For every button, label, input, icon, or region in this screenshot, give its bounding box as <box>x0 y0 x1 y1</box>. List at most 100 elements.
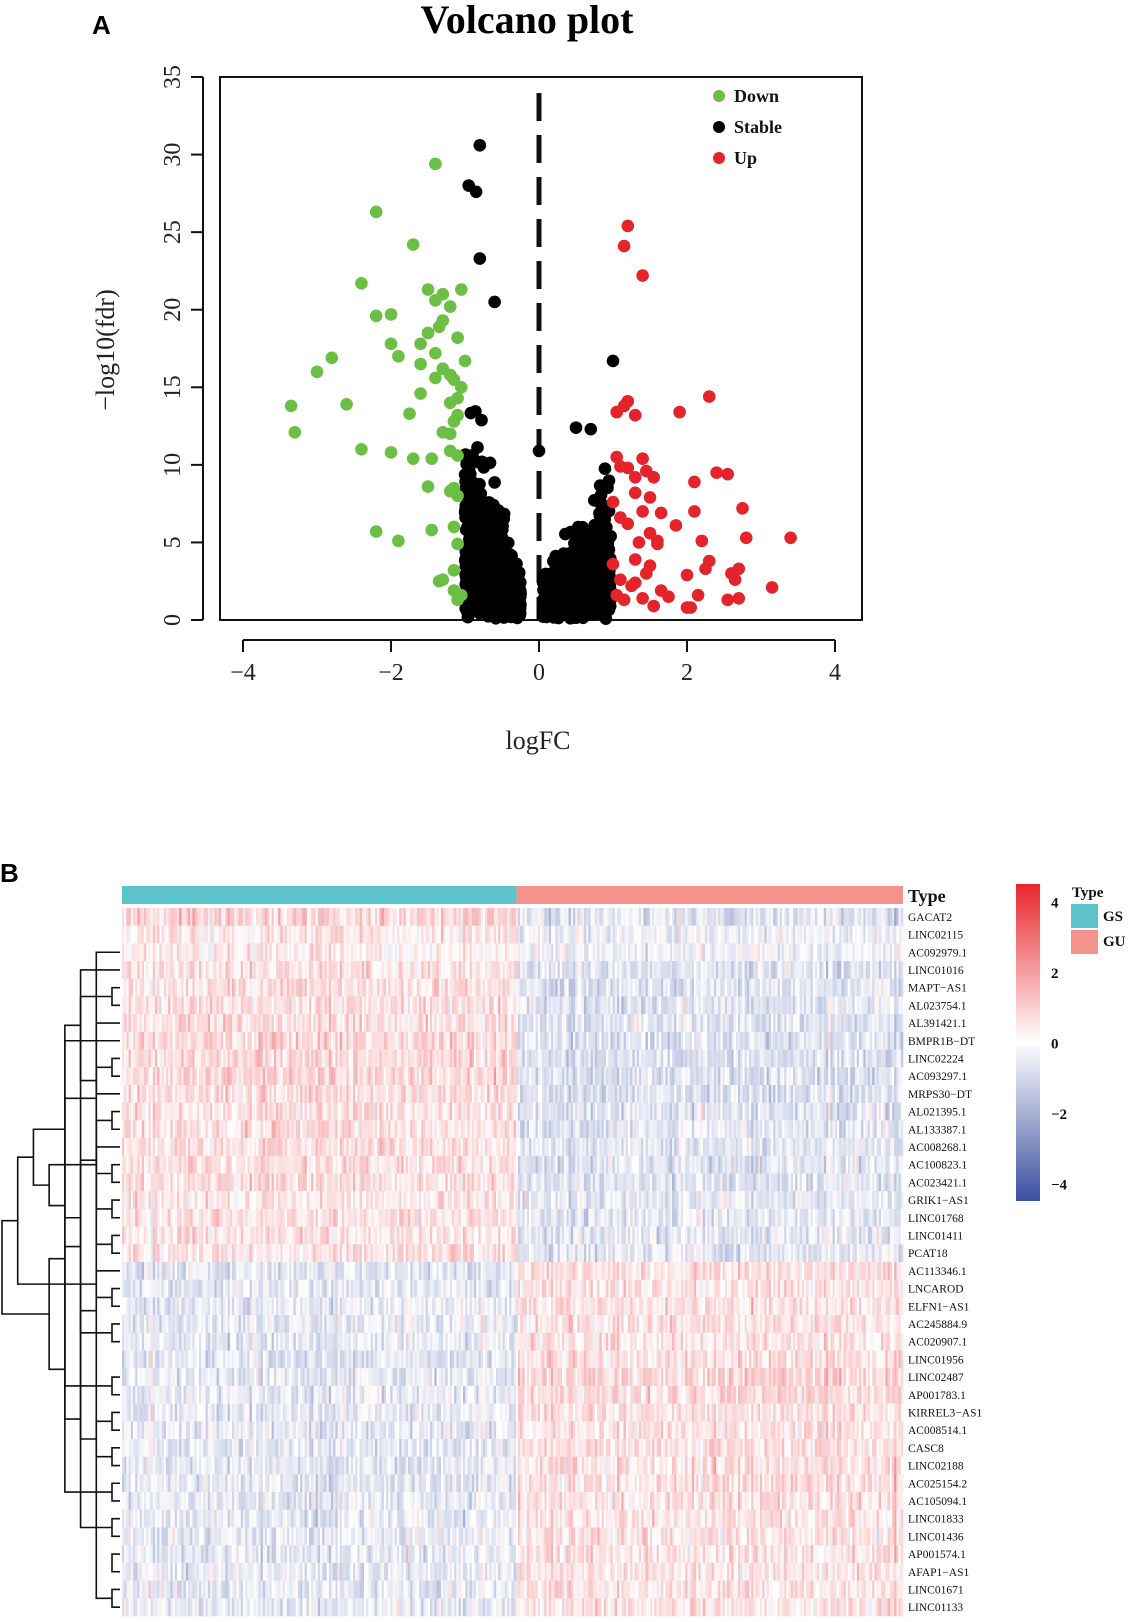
heatmap-cell <box>463 1067 466 1086</box>
heatmap-cell <box>867 978 871 997</box>
heatmap-cell <box>535 996 539 1015</box>
heatmap-cell <box>540 1049 543 1068</box>
heatmap-cell <box>865 925 869 944</box>
heatmap-cell <box>489 1067 492 1086</box>
heatmap-cell <box>509 925 512 944</box>
heatmap-cell <box>471 943 475 962</box>
heatmap-cell <box>243 943 246 962</box>
heatmap-cell <box>269 1067 272 1086</box>
heatmap-cell <box>663 996 666 1015</box>
heatmap-cell <box>845 978 849 997</box>
heatmap-cell <box>689 1049 693 1068</box>
heatmap-cell <box>425 1067 429 1086</box>
heatmap-cell <box>394 996 398 1015</box>
heatmap-cell <box>449 908 453 926</box>
heatmap-cell <box>751 1014 754 1033</box>
heatmap-cell <box>762 908 765 926</box>
heatmap-cell <box>650 943 653 962</box>
heatmap-cell <box>163 1067 167 1086</box>
heatmap-cell <box>245 925 248 944</box>
y-tick-label: 5 <box>160 536 186 548</box>
heatmap-cell <box>262 996 266 1015</box>
heatmap-cell <box>788 996 792 1015</box>
heatmap-cell <box>632 908 635 926</box>
y-tick-label: 30 <box>160 143 186 167</box>
heatmap-cell <box>865 1014 869 1033</box>
heatmap-cell <box>504 908 508 926</box>
heatmap-cell <box>159 1049 162 1068</box>
heatmap-cell <box>722 925 726 944</box>
heatmap-cell <box>709 1014 712 1033</box>
heatmap-cell <box>166 961 169 980</box>
heatmap-cell <box>381 978 385 997</box>
heatmap-cell <box>170 943 173 962</box>
stable-point <box>596 586 609 600</box>
heatmap-cell <box>669 1049 673 1068</box>
heatmap-cell <box>793 1049 796 1068</box>
heatmap-cell <box>425 1014 429 1033</box>
heatmap-cell <box>443 978 446 997</box>
heatmap-cell <box>414 978 418 997</box>
heatmap-cell <box>515 978 519 997</box>
heatmap-cell <box>599 978 602 997</box>
heatmap-cell <box>841 908 844 926</box>
heatmap-cell <box>601 1031 605 1050</box>
heatmap-cell <box>216 1014 220 1033</box>
heatmap-cell <box>139 908 143 926</box>
heatmap-cell <box>498 961 501 980</box>
heatmap-cell <box>284 1049 288 1068</box>
heatmap-cell <box>372 1031 376 1050</box>
heatmap-cell <box>271 908 275 926</box>
heatmap-cell <box>729 978 732 997</box>
heatmap-cell <box>403 1014 407 1033</box>
heatmap-cell <box>159 1067 162 1086</box>
heatmap-cell <box>423 996 426 1015</box>
heatmap-cell <box>887 996 891 1015</box>
heatmap-cell <box>771 925 774 944</box>
heatmap-cell <box>177 961 180 980</box>
heatmap-cell <box>619 925 622 944</box>
heatmap-cell <box>645 978 649 997</box>
heatmap-cell <box>702 943 706 962</box>
heatmap-cell <box>249 961 253 980</box>
heatmap-cell <box>799 1031 803 1050</box>
heatmap-cell <box>414 943 418 962</box>
heatmap-cell <box>641 908 644 926</box>
heatmap-cell <box>540 978 543 997</box>
heatmap-cell <box>357 925 360 944</box>
heatmap-cell <box>751 925 754 944</box>
down-point <box>406 452 420 465</box>
heatmap-cell <box>782 961 785 980</box>
heatmap-cell <box>793 961 796 980</box>
heatmap-cell <box>390 996 393 1015</box>
heatmap-cell <box>172 996 176 1015</box>
down-point <box>432 320 446 334</box>
heatmap-cell <box>324 908 327 926</box>
heatmap-cell <box>482 1067 486 1086</box>
heatmap-cell <box>313 908 316 926</box>
heatmap-cell <box>214 978 217 997</box>
heatmap-cell <box>152 1031 156 1050</box>
heatmap-cell <box>872 1031 875 1050</box>
heatmap-cell <box>212 1049 215 1068</box>
heatmap-cell <box>493 978 497 997</box>
heatmap-cell <box>515 925 519 944</box>
heatmap-cell <box>744 1031 748 1050</box>
heatmap-cell <box>218 908 222 926</box>
stable-point <box>559 527 572 541</box>
heatmap-cell <box>654 1049 657 1068</box>
heatmap-cell <box>465 1067 468 1086</box>
heatmap-cell <box>383 943 387 962</box>
heatmap-cell <box>260 1014 264 1033</box>
heatmap-cell <box>291 1067 294 1086</box>
heatmap-cell <box>383 996 387 1015</box>
heatmap-cell <box>570 1067 574 1086</box>
heatmap-cell <box>223 925 226 944</box>
heatmap-cell <box>493 1067 497 1086</box>
heatmap-cell <box>529 1067 532 1086</box>
heatmap-cell <box>667 908 671 926</box>
heatmap-cell <box>672 996 675 1015</box>
heatmap-cell <box>826 978 829 997</box>
heatmap-cell <box>733 978 737 997</box>
heatmap-cell <box>889 1049 893 1068</box>
